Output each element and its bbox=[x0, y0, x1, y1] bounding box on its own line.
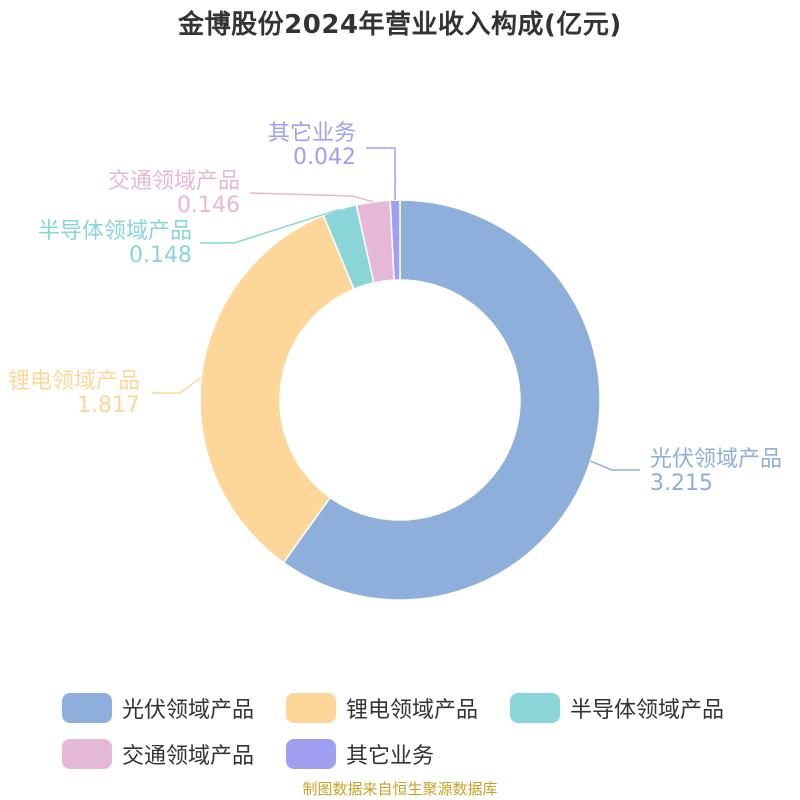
slice-1[interactable] bbox=[199, 214, 355, 564]
legend-item-0[interactable]: 光伏领域产品 bbox=[62, 690, 254, 726]
slice-name-label-0: 光伏领域产品 bbox=[650, 447, 782, 472]
legend-swatch-1 bbox=[286, 693, 336, 723]
legend-item-3[interactable]: 交通领域产品 bbox=[62, 736, 254, 772]
legend-label-4: 其它业务 bbox=[346, 744, 435, 769]
legend-swatch-4 bbox=[286, 739, 336, 769]
slice-name-label-1: 锂电领域产品 bbox=[8, 369, 140, 394]
leader-line-1 bbox=[152, 376, 202, 394]
legend-item-4[interactable]: 其它业务 bbox=[286, 736, 434, 772]
slice-value-label-0: 3.215 bbox=[650, 471, 713, 496]
leader-lines-group bbox=[152, 147, 640, 471]
data-source-note: 制图数据来自恒生聚源数据库 bbox=[302, 780, 498, 798]
legend-label-1: 锂电领域产品 bbox=[346, 698, 479, 723]
slice-name-label-2: 半导体领域产品 bbox=[38, 219, 192, 244]
slices-group bbox=[199, 199, 601, 601]
leader-line-2 bbox=[200, 208, 340, 244]
legend-swatch-0 bbox=[62, 693, 112, 723]
legend-swatch-3 bbox=[62, 739, 112, 769]
legend-item-1[interactable]: 锂电领域产品 bbox=[286, 690, 478, 726]
slice-0[interactable] bbox=[282, 199, 601, 601]
legend-item-2[interactable]: 半导体领域产品 bbox=[510, 690, 724, 726]
legend-label-0: 光伏领域产品 bbox=[122, 698, 255, 723]
slice-value-label-3: 0.146 bbox=[177, 193, 240, 218]
slice-value-label-2: 0.148 bbox=[129, 243, 192, 268]
leader-line-3 bbox=[249, 192, 374, 203]
leader-line-0 bbox=[590, 460, 640, 471]
leader-line-4 bbox=[366, 147, 396, 201]
slice-value-label-1: 1.817 bbox=[77, 393, 140, 418]
slice-name-label-3: 交通领域产品 bbox=[108, 169, 240, 194]
legend-label-3: 交通领域产品 bbox=[122, 744, 255, 769]
slice-4[interactable] bbox=[389, 199, 401, 281]
chart-title: 金博股份2024年营业收入构成(亿元) bbox=[178, 10, 622, 40]
slice-name-label-4: 其它业务 bbox=[268, 121, 356, 146]
legend-swatch-2 bbox=[510, 693, 560, 723]
slice-value-label-4: 0.042 bbox=[293, 145, 356, 170]
legend-label-2: 半导体领域产品 bbox=[570, 698, 725, 723]
